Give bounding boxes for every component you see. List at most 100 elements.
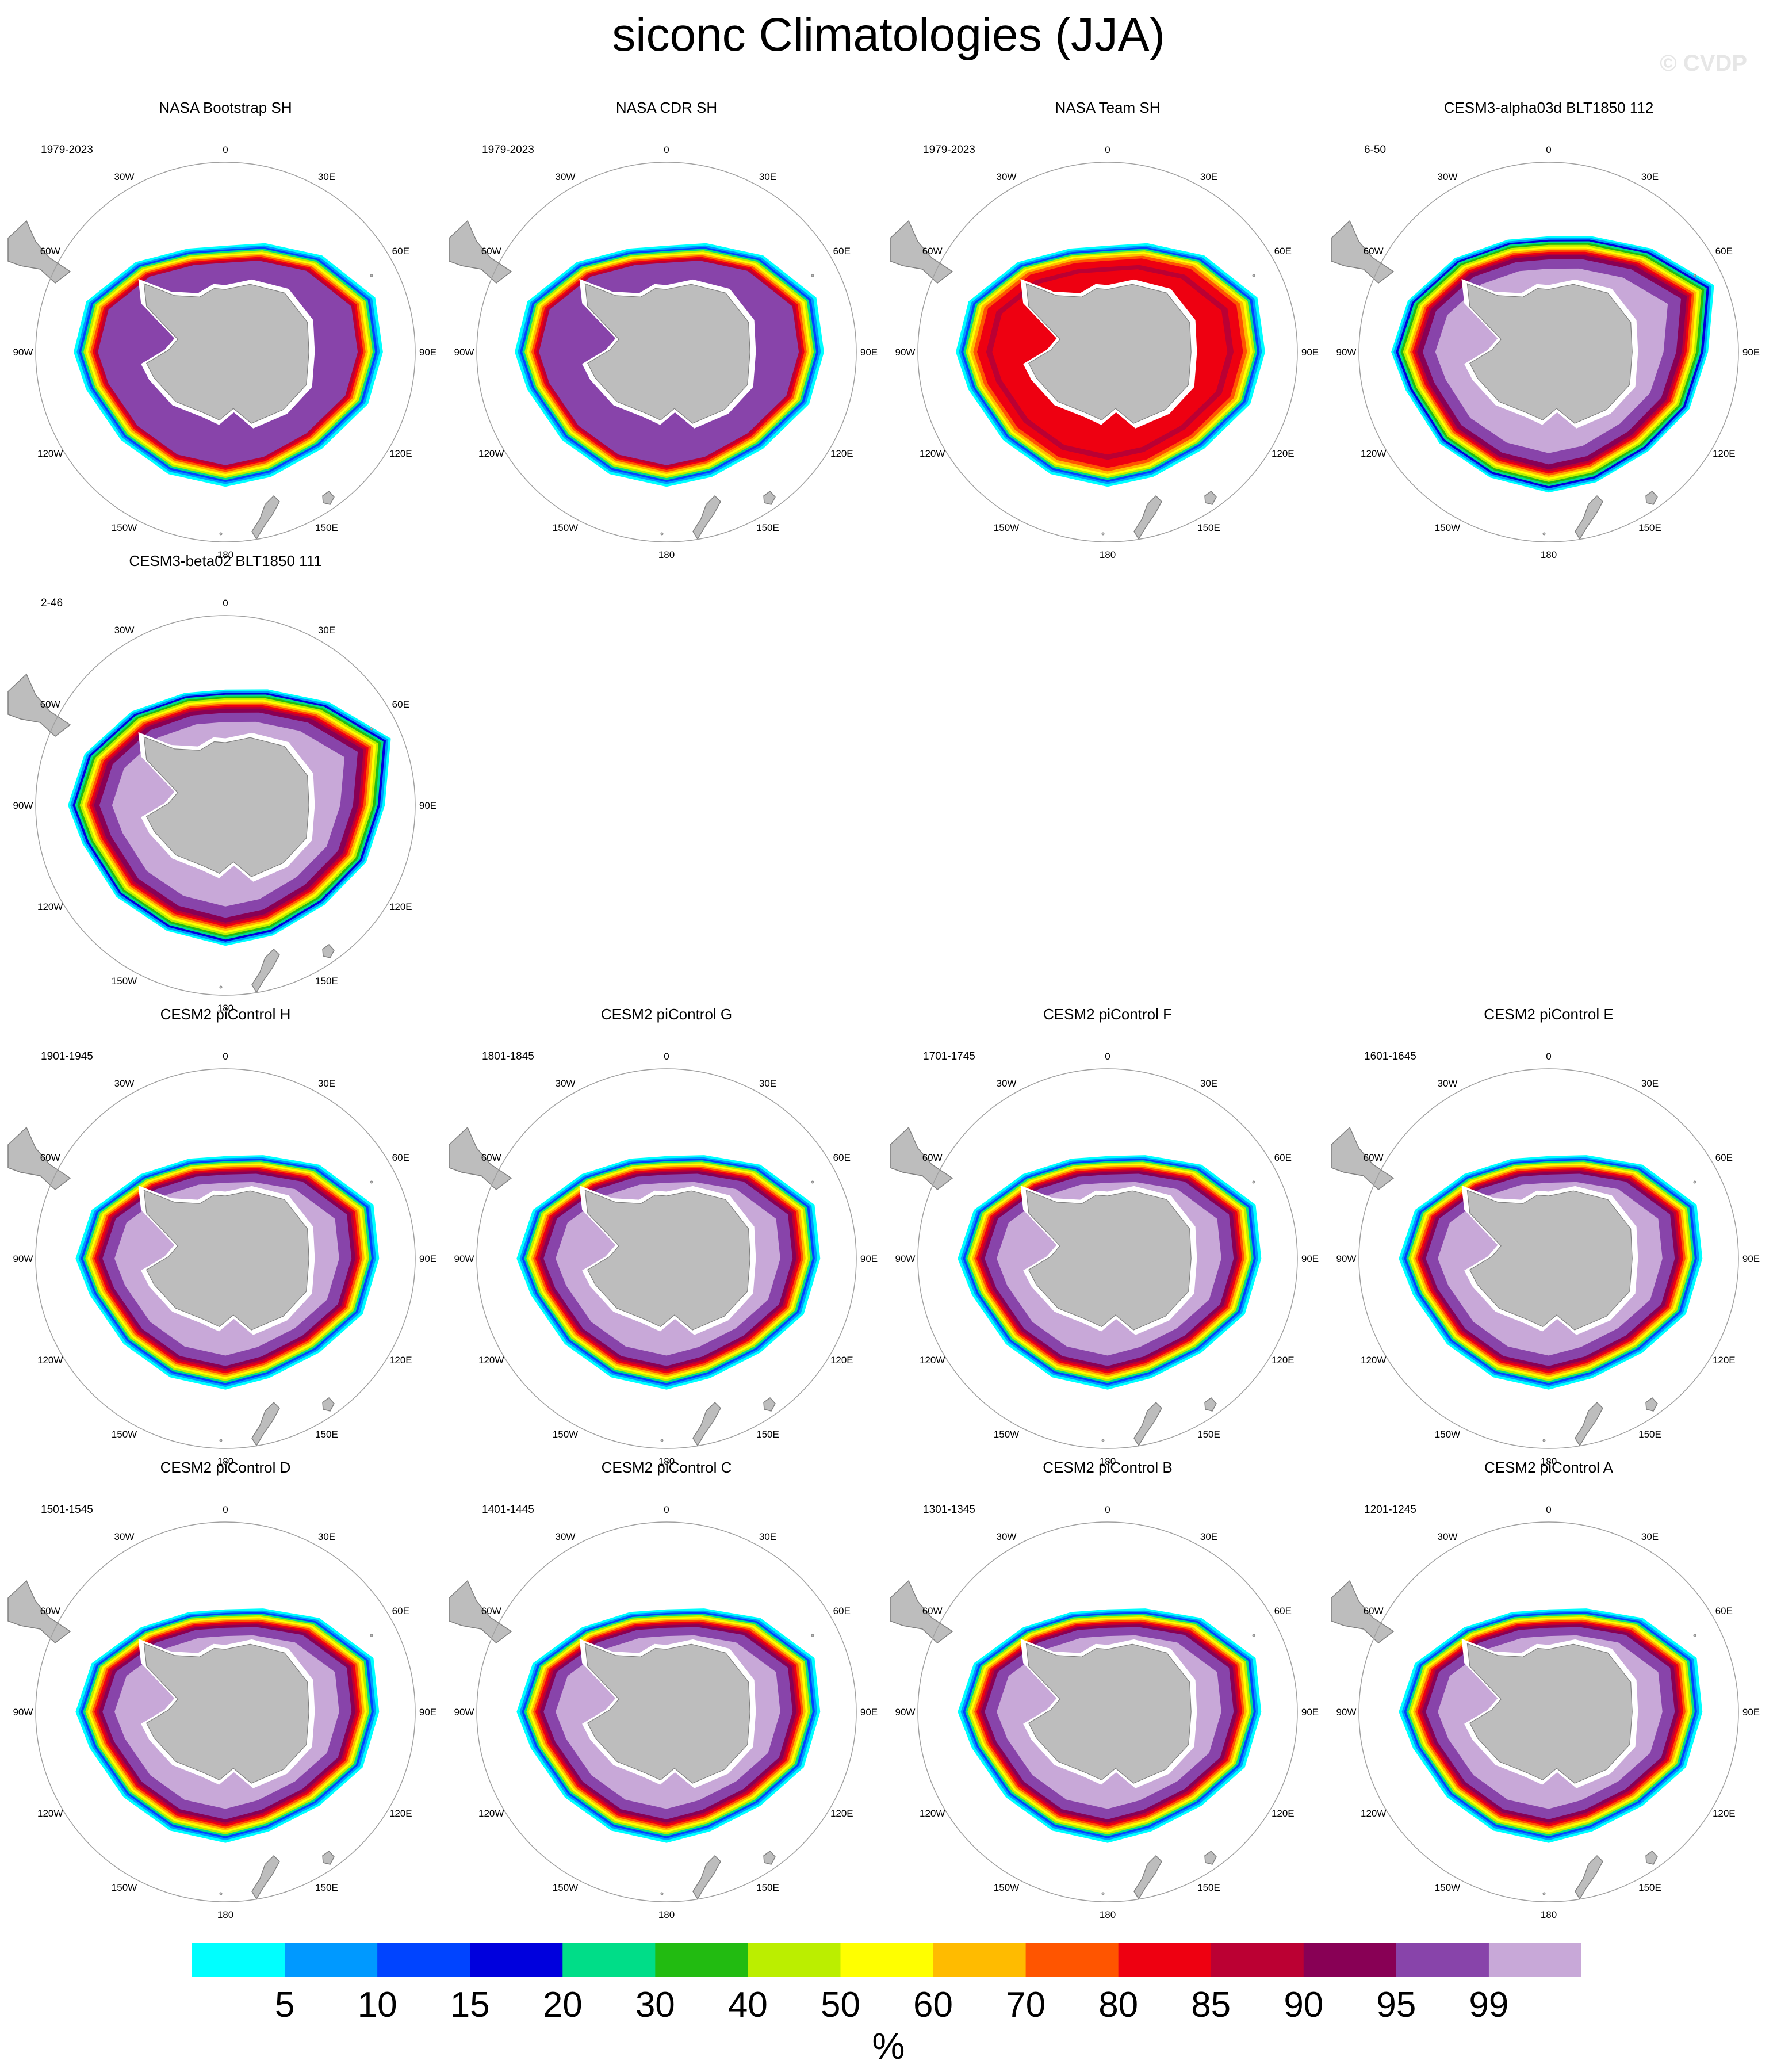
- longitude-label: 30E: [759, 1078, 776, 1089]
- island-land: [1252, 274, 1255, 277]
- longitude-label: 30W: [556, 171, 576, 182]
- longitude-label: 90E: [419, 800, 436, 811]
- longitude-label: 90E: [860, 347, 878, 358]
- longitude-label: 90E: [860, 1707, 878, 1718]
- longitude-label: 30E: [318, 1078, 335, 1089]
- longitude-label: 30E: [318, 1531, 335, 1542]
- colorbar-tick-label: 95: [1376, 1985, 1416, 2025]
- colorbar-swatch: [1488, 1943, 1582, 1977]
- south-america-land: [890, 1126, 953, 1190]
- colorbar-swatch: [840, 1943, 934, 1977]
- antarctica-land: [143, 736, 309, 877]
- new-zealand-land: [251, 495, 280, 540]
- tasmania-land: [763, 1397, 776, 1412]
- island-land: [1542, 1892, 1546, 1895]
- longitude-label: 150W: [994, 1429, 1019, 1440]
- island-land: [219, 1892, 223, 1895]
- panel-years: 1979-2023: [923, 144, 975, 156]
- longitude-label: 60W: [40, 246, 60, 257]
- panel-title: CESM2 piControl H: [160, 1006, 291, 1023]
- south-america-land: [7, 1580, 71, 1643]
- polar-stereographic-map: 0 30E 60E 90E 120E 150E 180 150W 120W 90W 60W 30W: [890, 144, 1319, 560]
- longitude-label: 120W: [920, 1808, 945, 1819]
- longitude-label: 0: [1546, 1051, 1551, 1062]
- longitude-label: 180: [1100, 549, 1116, 560]
- polar-stereographic-map: 0 30E 60E 90E 120E 150E 180 150W 120W 90W 60W 30W: [449, 144, 878, 560]
- map-boundary: [1358, 162, 1739, 542]
- longitude-label: 120E: [830, 448, 853, 459]
- longitude-label: 180: [1100, 1909, 1116, 1920]
- longitude-label: 30W: [114, 171, 135, 182]
- longitude-label: 120E: [389, 901, 412, 912]
- panel-years: 1401-1445: [482, 1504, 534, 1516]
- longitude-label: 0: [1546, 1504, 1551, 1515]
- longitude-label: 60E: [1274, 246, 1292, 257]
- colorbar-swatch: [285, 1943, 378, 1977]
- island-land: [660, 532, 664, 536]
- map-panel: NASA Bootstrap SH 0 30E 60E 90E 120E 150E 180 15…: [3, 99, 447, 560]
- longitude-label: 60E: [392, 246, 409, 257]
- map-boundary: [1358, 1068, 1739, 1449]
- polar-stereographic-map: 0 30E 60E 90E 120E 150E 180 150W 120W 90W 60W 30W: [1331, 1504, 1760, 1920]
- colorbar-swatch: [470, 1943, 563, 1977]
- new-zealand-land: [1133, 1401, 1162, 1447]
- new-zealand-land: [692, 1401, 721, 1447]
- colorbar: [192, 1943, 1582, 1977]
- new-zealand-land: [1575, 495, 1603, 540]
- new-zealand-land: [692, 1855, 721, 1900]
- longitude-label: 60W: [481, 246, 501, 257]
- colorbar-swatch: [1211, 1943, 1304, 1977]
- longitude-label: 0: [664, 1051, 669, 1062]
- longitude-label: 120E: [830, 1355, 853, 1366]
- island-land: [1101, 532, 1105, 536]
- map-panel: NASA CDR SH 0 30E 60E 90E 120E 150E 180 150W 120W…: [445, 99, 888, 560]
- colorbar-labels: 5 10 15 20 30 40 50 60 70 80 85 90 95 99: [192, 1985, 1581, 2031]
- colorbar-tick-label: 40: [727, 1985, 768, 2025]
- panel-years: 6-50: [1364, 144, 1387, 156]
- longitude-label: 90W: [454, 347, 474, 358]
- longitude-label: 180: [658, 549, 675, 560]
- longitude-label: 0: [1105, 1504, 1110, 1515]
- longitude-label: 150W: [112, 522, 137, 533]
- panel-title: CESM2 piControl F: [1043, 1006, 1172, 1023]
- longitude-label: 30W: [1438, 1078, 1458, 1089]
- panel-title: CESM2 piControl A: [1484, 1459, 1613, 1476]
- longitude-label: 150W: [112, 976, 137, 987]
- longitude-label: 120W: [1361, 448, 1386, 459]
- panel-title: CESM2 piControl D: [160, 1459, 291, 1476]
- island-land: [370, 727, 373, 731]
- polar-stereographic-map: 0 30E 60E 90E 120E 150E 180 150W 120W 90W 60W 30W: [7, 1051, 436, 1467]
- south-america-land: [890, 1580, 953, 1643]
- panel-title: CESM2 piControl E: [1484, 1006, 1614, 1023]
- longitude-label: 30E: [1200, 171, 1217, 182]
- island-land: [1693, 274, 1696, 277]
- longitude-label: 150E: [315, 1429, 338, 1440]
- longitude-label: 150W: [553, 522, 578, 533]
- map-boundary: [35, 162, 416, 542]
- longitude-label: 60W: [481, 1605, 501, 1616]
- longitude-label: 60W: [40, 699, 60, 710]
- map-panel: CESM2 piControl E 0 30E 60E 90E 120E 150E 180 15…: [1327, 1006, 1771, 1467]
- colorbar-swatch: [1396, 1943, 1489, 1977]
- map-boundary: [917, 1521, 1298, 1902]
- new-zealand-land: [251, 948, 280, 993]
- longitude-label: 60W: [40, 1605, 60, 1616]
- longitude-label: 60W: [40, 1152, 60, 1163]
- tasmania-land: [1645, 1850, 1658, 1865]
- longitude-label: 150W: [553, 1882, 578, 1893]
- longitude-label: 150W: [1435, 1429, 1460, 1440]
- longitude-label: 120W: [37, 448, 63, 459]
- longitude-label: 120E: [389, 1808, 412, 1819]
- map-panel: CESM2 piControl B 0 30E 60E 90E 120E 150E 180 15…: [886, 1459, 1330, 1920]
- polar-stereographic-map: 0 30E 60E 90E 120E 150E 180 150W 120W 90W 60W 30W: [890, 1051, 1319, 1467]
- longitude-label: 180: [1541, 1909, 1557, 1920]
- map-panel: CESM2 piControl G 0 30E 60E 90E 120E 150E 180 15…: [445, 1006, 888, 1467]
- panel-title: NASA Bootstrap SH: [159, 99, 292, 116]
- longitude-label: 120E: [1272, 1355, 1295, 1366]
- longitude-label: 120W: [1361, 1808, 1386, 1819]
- longitude-label: 90W: [895, 347, 916, 358]
- south-america-land: [7, 673, 71, 737]
- antarctica-land: [1466, 1190, 1633, 1331]
- longitude-label: 180: [1541, 549, 1557, 560]
- longitude-label: 120W: [920, 448, 945, 459]
